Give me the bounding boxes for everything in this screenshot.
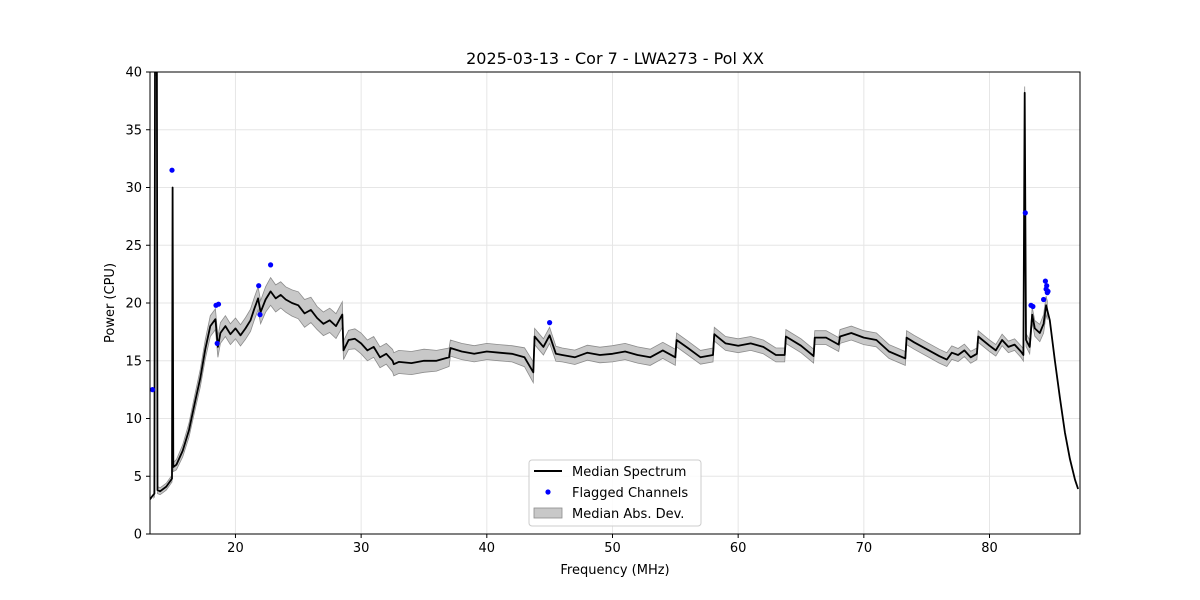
y-tick-label: 5 bbox=[134, 470, 142, 485]
x-tick-label: 40 bbox=[479, 541, 496, 556]
median-spectrum-line bbox=[150, 72, 1079, 500]
y-tick-label: 40 bbox=[125, 66, 142, 81]
flagged-channel-point bbox=[1041, 296, 1047, 303]
x-tick-label: 30 bbox=[353, 541, 370, 556]
legend: Median Spectrum Flagged Channels Median … bbox=[528, 459, 702, 527]
x-tick-label: 70 bbox=[856, 541, 873, 556]
x-axis-ticks: 20 30 40 50 60 70 80 bbox=[227, 534, 998, 556]
y-axis-ticks: 0 5 10 15 20 25 30 35 40 bbox=[125, 66, 150, 543]
flagged-channel-point bbox=[1044, 283, 1050, 289]
chart-title: 2025-03-13 - Cor 7 - LWA273 - Pol XX bbox=[466, 49, 764, 68]
flagged-channel-point bbox=[1022, 210, 1028, 216]
flagged-channel-point bbox=[169, 167, 175, 173]
legend-flagged-swatch bbox=[545, 489, 551, 495]
y-axis-label: Power (CPU) bbox=[103, 263, 118, 343]
y-tick-label: 20 bbox=[125, 297, 142, 312]
flagged-channel-point bbox=[214, 340, 220, 346]
y-tick-label: 10 bbox=[125, 412, 142, 427]
flagged-channel-point bbox=[256, 283, 262, 289]
legend-mad-swatch bbox=[533, 507, 563, 519]
y-tick-label: 0 bbox=[134, 528, 142, 543]
legend-mad-label: Median Abs. Dev. bbox=[572, 507, 684, 522]
flagged-channel-point bbox=[257, 312, 263, 318]
legend-frame bbox=[528, 459, 702, 527]
flagged-channel-point bbox=[1042, 278, 1048, 284]
flagged-channels-points bbox=[150, 167, 1051, 393]
flagged-channel-point bbox=[1045, 288, 1051, 294]
x-axis-label: Frequency (MHz) bbox=[560, 563, 669, 578]
y-tick-label: 30 bbox=[125, 181, 142, 196]
x-tick-label: 60 bbox=[730, 541, 747, 556]
x-tick-label: 80 bbox=[981, 541, 998, 556]
y-tick-label: 25 bbox=[125, 239, 142, 254]
flagged-channel-point bbox=[215, 301, 222, 307]
legend-median-label: Median Spectrum bbox=[572, 465, 686, 480]
flagged-channel-point bbox=[1030, 303, 1036, 310]
flagged-channel-point bbox=[150, 387, 156, 393]
y-tick-label: 35 bbox=[125, 123, 142, 138]
flagged-channel-point bbox=[547, 320, 553, 326]
y-tick-label: 15 bbox=[125, 354, 142, 369]
x-tick-label: 50 bbox=[604, 541, 621, 556]
x-tick-label: 20 bbox=[227, 541, 244, 556]
legend-flagged-label: Flagged Channels bbox=[572, 486, 688, 501]
flagged-channel-point bbox=[268, 262, 274, 268]
